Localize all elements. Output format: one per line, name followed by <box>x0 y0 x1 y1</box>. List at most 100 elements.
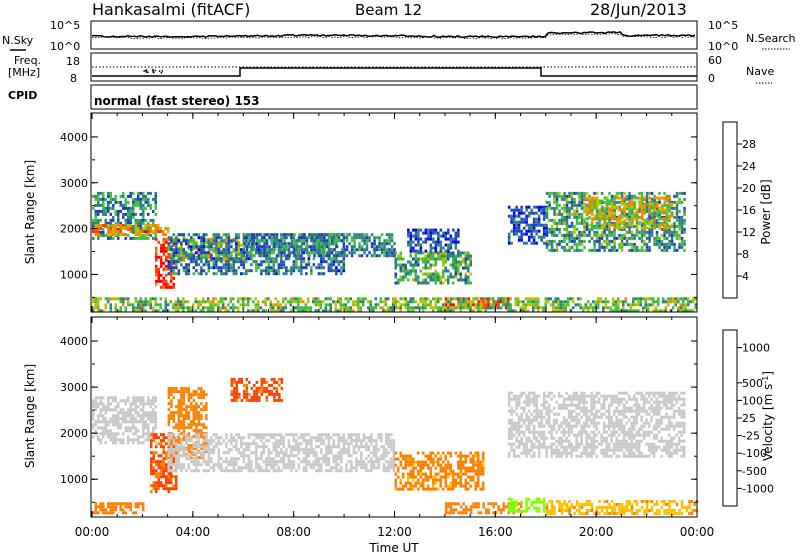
heatmap-cell <box>689 300 692 304</box>
heatmap-cell <box>182 426 186 430</box>
heatmap-cell <box>504 306 508 310</box>
heatmap-cell <box>212 463 216 467</box>
heatmap-cell <box>199 309 202 313</box>
heatmap-cell <box>202 433 206 437</box>
heatmap-cell <box>265 269 268 273</box>
heatmap-cell <box>144 194 147 198</box>
heatmap-cell <box>419 306 422 310</box>
heatmap-cell <box>550 233 554 237</box>
heatmap-cell <box>444 297 448 301</box>
heatmap-cell <box>434 306 437 310</box>
heatmap-cell <box>462 257 465 261</box>
heatmap-cell <box>185 387 188 391</box>
heatmap-cell <box>265 460 268 464</box>
heatmap-cell <box>407 228 410 232</box>
heatmap-cell <box>152 457 155 461</box>
heatmap-cell <box>165 442 168 446</box>
heatmap-cell <box>295 263 298 267</box>
heatmap-cell <box>553 230 556 234</box>
heatmap-cell <box>200 248 203 252</box>
heatmap-cell <box>232 248 236 252</box>
heatmap-cell <box>678 224 681 228</box>
heatmap-cell <box>147 396 150 400</box>
heatmap-cell <box>630 212 634 216</box>
heatmap-cell <box>212 439 216 443</box>
heatmap-cell <box>548 203 551 207</box>
heatmap-cell <box>317 263 321 267</box>
heatmap-cell <box>597 306 600 310</box>
heatmap-cell <box>245 386 249 390</box>
heatmap-cell <box>172 387 176 391</box>
heatmap-cell <box>114 396 117 400</box>
heatmap-cell <box>507 238 511 242</box>
heatmap-cell <box>157 309 160 313</box>
heatmap-cell <box>294 306 297 310</box>
heatmap-cell <box>172 460 175 464</box>
heatmap-cell <box>565 233 569 237</box>
heatmap-cell <box>520 232 523 236</box>
heatmap-cell <box>560 218 564 222</box>
heatmap-cell <box>542 229 546 233</box>
heatmap-cell <box>489 303 492 307</box>
heatmap-cell <box>404 263 407 267</box>
heatmap-cell <box>114 417 117 421</box>
heatmap-cell <box>97 194 100 198</box>
heatmap-cell <box>591 205 594 209</box>
heatmap-cell <box>99 209 102 213</box>
heatmap-cell <box>144 206 147 210</box>
heatmap-cell <box>507 309 510 313</box>
heatmap-cell <box>127 224 130 227</box>
heatmap-cell <box>202 435 206 439</box>
heatmap-cell <box>654 306 657 310</box>
heatmap-cell <box>200 236 203 240</box>
heatmap-cell <box>512 226 516 230</box>
heatmap-cell <box>155 469 158 473</box>
heatmap-cell <box>454 263 457 267</box>
noise-tick-bottom-left: 10^0 <box>50 40 80 53</box>
heatmap-cell <box>449 240 453 244</box>
heatmap-cell <box>548 248 551 252</box>
heatmap-cell <box>139 233 142 236</box>
heatmap-cell <box>548 239 551 243</box>
heatmap-cell <box>175 254 178 258</box>
heatmap-cell <box>180 396 183 400</box>
heatmap-cell <box>517 229 521 233</box>
heatmap-cell <box>230 469 233 473</box>
heatmap-cell <box>272 448 276 452</box>
heatmap-cell <box>560 215 564 219</box>
heatmap-cell <box>165 258 168 262</box>
heatmap-cell <box>248 392 251 396</box>
heatmap-cell <box>94 396 97 400</box>
heatmap-cell <box>429 254 432 258</box>
heatmap-cell <box>114 297 117 301</box>
heatmap-cell <box>117 212 120 216</box>
heatmap-cell <box>117 402 120 406</box>
heatmap-cell <box>542 208 546 212</box>
heatmap-cell <box>439 228 443 232</box>
heatmap-cell <box>287 466 291 470</box>
heatmap-cell <box>668 239 671 243</box>
heatmap-cell <box>92 414 95 418</box>
heatmap-cell <box>333 242 336 246</box>
heatmap-cell <box>177 303 180 307</box>
heatmap-cell <box>162 246 165 250</box>
heatmap-cell <box>182 239 186 243</box>
heatmap-cell <box>608 239 611 243</box>
heatmap-cell <box>537 300 540 304</box>
heatmap-cell <box>633 242 636 246</box>
heatmap-cell <box>399 266 402 270</box>
heatmap-cell <box>242 448 246 452</box>
heatmap-cell <box>225 263 228 267</box>
heatmap-cell <box>190 257 193 261</box>
heatmap-cell <box>598 208 602 212</box>
heatmap-cell <box>137 429 140 433</box>
cpid-label: CPID <box>8 89 37 102</box>
heatmap-cell <box>680 230 684 234</box>
heatmap-cell <box>658 236 661 240</box>
heatmap-cell <box>139 206 142 210</box>
heatmap-cell <box>320 254 323 258</box>
heatmap-cell <box>172 306 175 310</box>
heatmap-cell <box>540 223 543 227</box>
heatmap-cell <box>102 212 105 216</box>
heatmap-cell <box>240 398 244 402</box>
